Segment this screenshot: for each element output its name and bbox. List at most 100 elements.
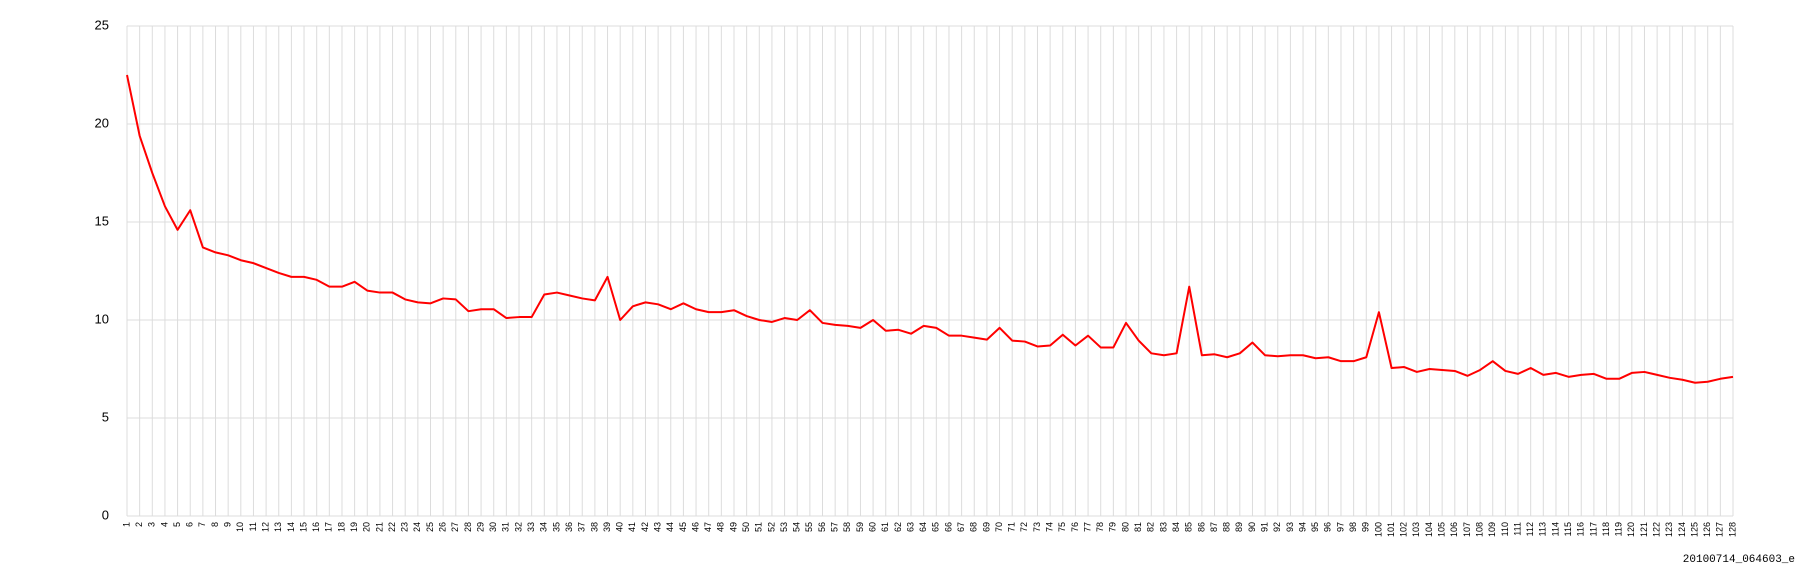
x-tick-label: 34: [539, 522, 549, 532]
x-tick-label: 40: [615, 522, 625, 532]
x-tick-label: 101: [1386, 522, 1396, 537]
x-tick-label: 89: [1234, 522, 1244, 532]
x-tick-label: 38: [589, 522, 599, 532]
x-tick-label: 50: [741, 522, 751, 532]
x-tick-label: 36: [564, 522, 574, 532]
caption: 20100714_064603_e: [1683, 554, 1795, 566]
x-tick-label: 65: [931, 522, 941, 532]
x-tick-label: 66: [943, 522, 953, 532]
x-tick-label: 18: [336, 522, 346, 532]
x-tick-label: 8: [210, 522, 220, 527]
x-tick-label: 78: [1095, 522, 1105, 532]
x-tick-label: 80: [1120, 522, 1130, 532]
x-tick-label: 123: [1664, 522, 1674, 537]
x-tick-label: 105: [1437, 522, 1447, 537]
x-tick-label: 107: [1462, 522, 1472, 537]
x-tick-label: 83: [1158, 522, 1168, 532]
x-tick-label: 69: [981, 522, 991, 532]
x-tick-label: 93: [1285, 522, 1295, 532]
x-tick-label: 28: [463, 522, 473, 532]
x-tick-label: 88: [1222, 522, 1232, 532]
x-tick-label: 70: [994, 522, 1004, 532]
x-tick-label: 77: [1082, 522, 1092, 532]
y-tick-label: 20: [95, 115, 109, 130]
x-tick-label: 46: [690, 522, 700, 532]
x-tick-label: 103: [1411, 522, 1421, 537]
x-tick-label: 30: [488, 522, 498, 532]
x-tick-label: 84: [1171, 522, 1181, 532]
x-tick-label: 127: [1715, 522, 1725, 537]
x-tick-label: 61: [880, 522, 890, 532]
x-tick-label: 94: [1297, 522, 1307, 532]
x-tick-label: 86: [1196, 522, 1206, 532]
x-tick-label: 98: [1348, 522, 1358, 532]
x-tick-label: 121: [1639, 522, 1649, 537]
data-line: [126, 74, 1734, 384]
x-tick-label: 17: [324, 522, 334, 532]
x-tick-label: 75: [1057, 522, 1067, 532]
x-tick-label: 113: [1538, 522, 1548, 536]
x-tick-label: 55: [804, 522, 814, 532]
x-tick-label: 74: [1045, 522, 1055, 532]
x-tick-label: 82: [1146, 522, 1156, 532]
x-tick-label: 119: [1614, 522, 1624, 536]
x-tick-label: 87: [1209, 522, 1219, 532]
x-tick-label: 124: [1677, 522, 1687, 537]
x-tick-label: 79: [1108, 522, 1118, 532]
x-tick-label: 45: [678, 522, 688, 532]
x-tick-label: 19: [349, 522, 359, 532]
y-tick-label: 5: [102, 409, 109, 424]
x-tick-label: 27: [450, 522, 460, 532]
x-tick-label: 51: [754, 522, 764, 532]
x-tick-label: 13: [273, 522, 283, 532]
x-tick-label: 109: [1487, 522, 1497, 537]
x-tick-label: 12: [260, 522, 270, 532]
x-tick-label: 115: [1563, 522, 1573, 536]
x-tick-label: 26: [438, 522, 448, 532]
x-tick-label: 122: [1652, 522, 1662, 537]
x-tick-label: 31: [501, 522, 511, 532]
x-tick-label: 116: [1576, 522, 1586, 536]
x-tick-label: 48: [716, 522, 726, 532]
y-tick-label: 25: [95, 17, 109, 32]
x-tick-label: 59: [855, 522, 865, 532]
x-tick-label: 67: [956, 522, 966, 532]
x-tick-label: 43: [652, 522, 662, 532]
x-tick-label: 57: [830, 522, 840, 532]
x-tick-label: 112: [1525, 522, 1535, 536]
x-tick-label: 42: [640, 522, 650, 532]
x-tick-label: 35: [551, 522, 561, 532]
x-tick-label: 7: [197, 522, 207, 527]
x-tick-label: 96: [1323, 522, 1333, 532]
x-tick-label: 41: [627, 522, 637, 532]
x-tick-label: 81: [1133, 522, 1143, 532]
x-tick-label: 108: [1474, 522, 1484, 537]
x-tick-label: 10: [235, 522, 245, 532]
y-tick-label: 15: [95, 213, 109, 228]
x-tick-label: 44: [665, 522, 675, 532]
x-tick-label: 24: [412, 522, 422, 532]
x-tick-label: 68: [969, 522, 979, 532]
x-tick-label: 11: [248, 522, 258, 531]
x-tick-label: 71: [1007, 522, 1017, 532]
x-tick-label: 118: [1601, 522, 1611, 536]
x-tick-label: 4: [159, 522, 169, 527]
x-tick-label: 64: [918, 522, 928, 532]
x-tick-label: 21: [374, 522, 384, 532]
x-tick-label: 63: [905, 522, 915, 532]
x-tick-label: 120: [1626, 522, 1636, 537]
x-tick-label: 15: [298, 522, 308, 532]
x-tick-label: 52: [766, 522, 776, 532]
x-tick-label: 3: [147, 522, 157, 527]
x-tick-label: 32: [513, 522, 523, 532]
x-tick-label: 39: [602, 522, 612, 532]
x-tick-label: 100: [1373, 522, 1383, 537]
x-tick-label: 54: [792, 522, 802, 532]
x-tick-label: 20: [362, 522, 372, 532]
x-tick-label: 102: [1399, 522, 1409, 537]
x-tick-label: 95: [1310, 522, 1320, 532]
x-tick-label: 114: [1550, 522, 1560, 536]
x-tick-label: 1: [121, 522, 131, 527]
